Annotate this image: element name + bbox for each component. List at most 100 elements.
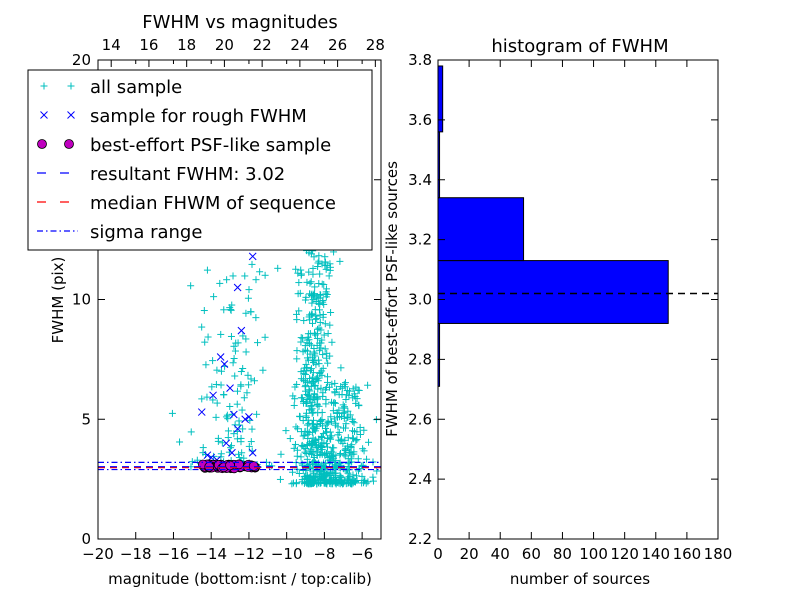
data-point-all-sample	[200, 307, 208, 315]
data-point-all-sample	[336, 257, 344, 265]
data-point-all-sample	[242, 335, 250, 343]
data-point-all-sample	[311, 306, 319, 314]
scatter-y-tick-label: 10	[72, 291, 91, 309]
data-point-all-sample	[344, 460, 352, 468]
data-point-all-sample	[296, 413, 304, 421]
data-point-all-sample	[356, 430, 364, 438]
data-point-all-sample	[311, 331, 319, 339]
data-point-all-sample	[335, 436, 343, 444]
data-point-all-sample	[304, 330, 312, 338]
data-point-all-sample	[247, 438, 255, 446]
data-point-all-sample	[297, 453, 305, 461]
data-point-all-sample	[344, 442, 352, 450]
data-point-all-sample	[307, 365, 315, 373]
data-point-all-sample	[302, 360, 310, 368]
data-point-all-sample	[353, 436, 361, 444]
legend-label-all-sample: all sample	[90, 77, 182, 98]
scatter-x-tick-label: −6	[351, 545, 373, 563]
data-point-all-sample	[313, 451, 321, 459]
scatter-x-label: magnitude (bottom:isnt / top:calib)	[108, 570, 372, 588]
data-point-all-sample	[294, 269, 302, 277]
data-point-all-sample	[233, 435, 241, 443]
data-point-all-sample	[310, 253, 318, 261]
data-point-all-sample	[187, 428, 195, 436]
data-point-all-sample	[349, 471, 357, 479]
histogram-y-tick-label: 2.6	[408, 410, 432, 428]
data-point-all-sample	[187, 282, 195, 290]
data-point-rough-fwhm	[237, 326, 246, 335]
scatter-y-tick-label: 0	[81, 530, 91, 548]
data-point-all-sample	[349, 434, 357, 442]
data-point-all-sample	[209, 357, 217, 365]
data-point-all-sample	[208, 383, 216, 391]
data-point-all-sample	[306, 340, 314, 348]
data-point-all-sample	[231, 347, 239, 355]
data-point-all-sample	[293, 355, 301, 363]
data-point-all-sample	[242, 348, 250, 356]
data-point-all-sample	[250, 377, 258, 385]
data-point-rough-fwhm	[241, 415, 250, 424]
data-point-all-sample	[233, 387, 241, 395]
data-point-all-sample	[252, 314, 260, 322]
data-point-all-sample	[305, 460, 313, 468]
data-point-all-sample	[321, 262, 329, 270]
data-point-all-sample	[327, 308, 335, 316]
data-point-all-sample	[353, 428, 361, 436]
scatter-x-tick-label: −16	[158, 545, 190, 563]
data-point-all-sample	[302, 450, 310, 458]
data-point-all-sample	[318, 280, 326, 288]
data-point-all-sample	[308, 420, 316, 428]
histogram-x-label: number of sources	[510, 570, 650, 588]
data-point-all-sample	[239, 425, 247, 433]
scatter-y-tick-label: 20	[72, 51, 91, 69]
data-point-all-sample	[323, 428, 331, 436]
data-point-all-sample	[339, 480, 347, 488]
data-point-rough-fwhm	[248, 252, 257, 261]
data-point-all-sample	[235, 450, 243, 458]
data-point-all-sample	[248, 260, 256, 268]
data-point-all-sample	[209, 396, 217, 404]
data-point-rough-fwhm	[226, 384, 234, 392]
data-point-all-sample	[306, 279, 314, 287]
data-point-rough-fwhm	[228, 448, 236, 457]
data-point-all-sample	[348, 458, 356, 466]
histogram-title: histogram of FWHM	[491, 36, 668, 57]
data-point-all-sample	[311, 352, 319, 360]
data-point-all-sample	[291, 440, 299, 448]
data-point-all-sample	[306, 374, 314, 382]
scatter-x-tick-label: −10	[271, 545, 303, 563]
scatter-title: FWHM vs magnitudes	[142, 12, 337, 33]
data-point-all-sample	[358, 472, 366, 480]
scatter-top-tick-label: 18	[177, 36, 196, 54]
legend-marker-plus	[40, 82, 48, 90]
data-point-all-sample	[331, 389, 339, 397]
data-point-all-sample	[231, 372, 239, 380]
data-point-all-sample	[252, 276, 260, 284]
histogram-y-tick-label: 2.2	[408, 530, 432, 548]
data-point-all-sample	[322, 290, 330, 298]
data-point-all-sample	[302, 370, 310, 378]
data-point-all-sample	[345, 391, 353, 399]
data-point-all-sample	[188, 458, 196, 466]
data-point-all-sample	[201, 338, 209, 346]
histogram-bar	[437, 260, 669, 324]
data-point-all-sample	[217, 453, 225, 461]
data-point-all-sample	[203, 266, 211, 274]
legend-label-median-fwhm: median FHWM of sequence	[90, 193, 336, 214]
data-point-all-sample	[332, 385, 340, 393]
data-point-all-sample	[319, 296, 327, 304]
data-point-all-sample	[310, 479, 318, 487]
data-point-all-sample	[327, 457, 335, 465]
data-point-all-sample	[356, 423, 364, 431]
data-point-all-sample	[213, 366, 221, 374]
data-point-all-sample	[214, 434, 222, 442]
data-point-all-sample	[364, 478, 372, 486]
legend-marker-circle	[64, 139, 74, 149]
data-point-rough-fwhm	[245, 413, 253, 421]
data-point-all-sample	[321, 450, 329, 458]
data-point-all-sample	[230, 354, 238, 362]
legend-marker-x	[40, 111, 48, 119]
data-point-all-sample	[357, 462, 365, 470]
data-point-all-sample	[290, 401, 298, 409]
data-point-all-sample	[298, 394, 306, 402]
